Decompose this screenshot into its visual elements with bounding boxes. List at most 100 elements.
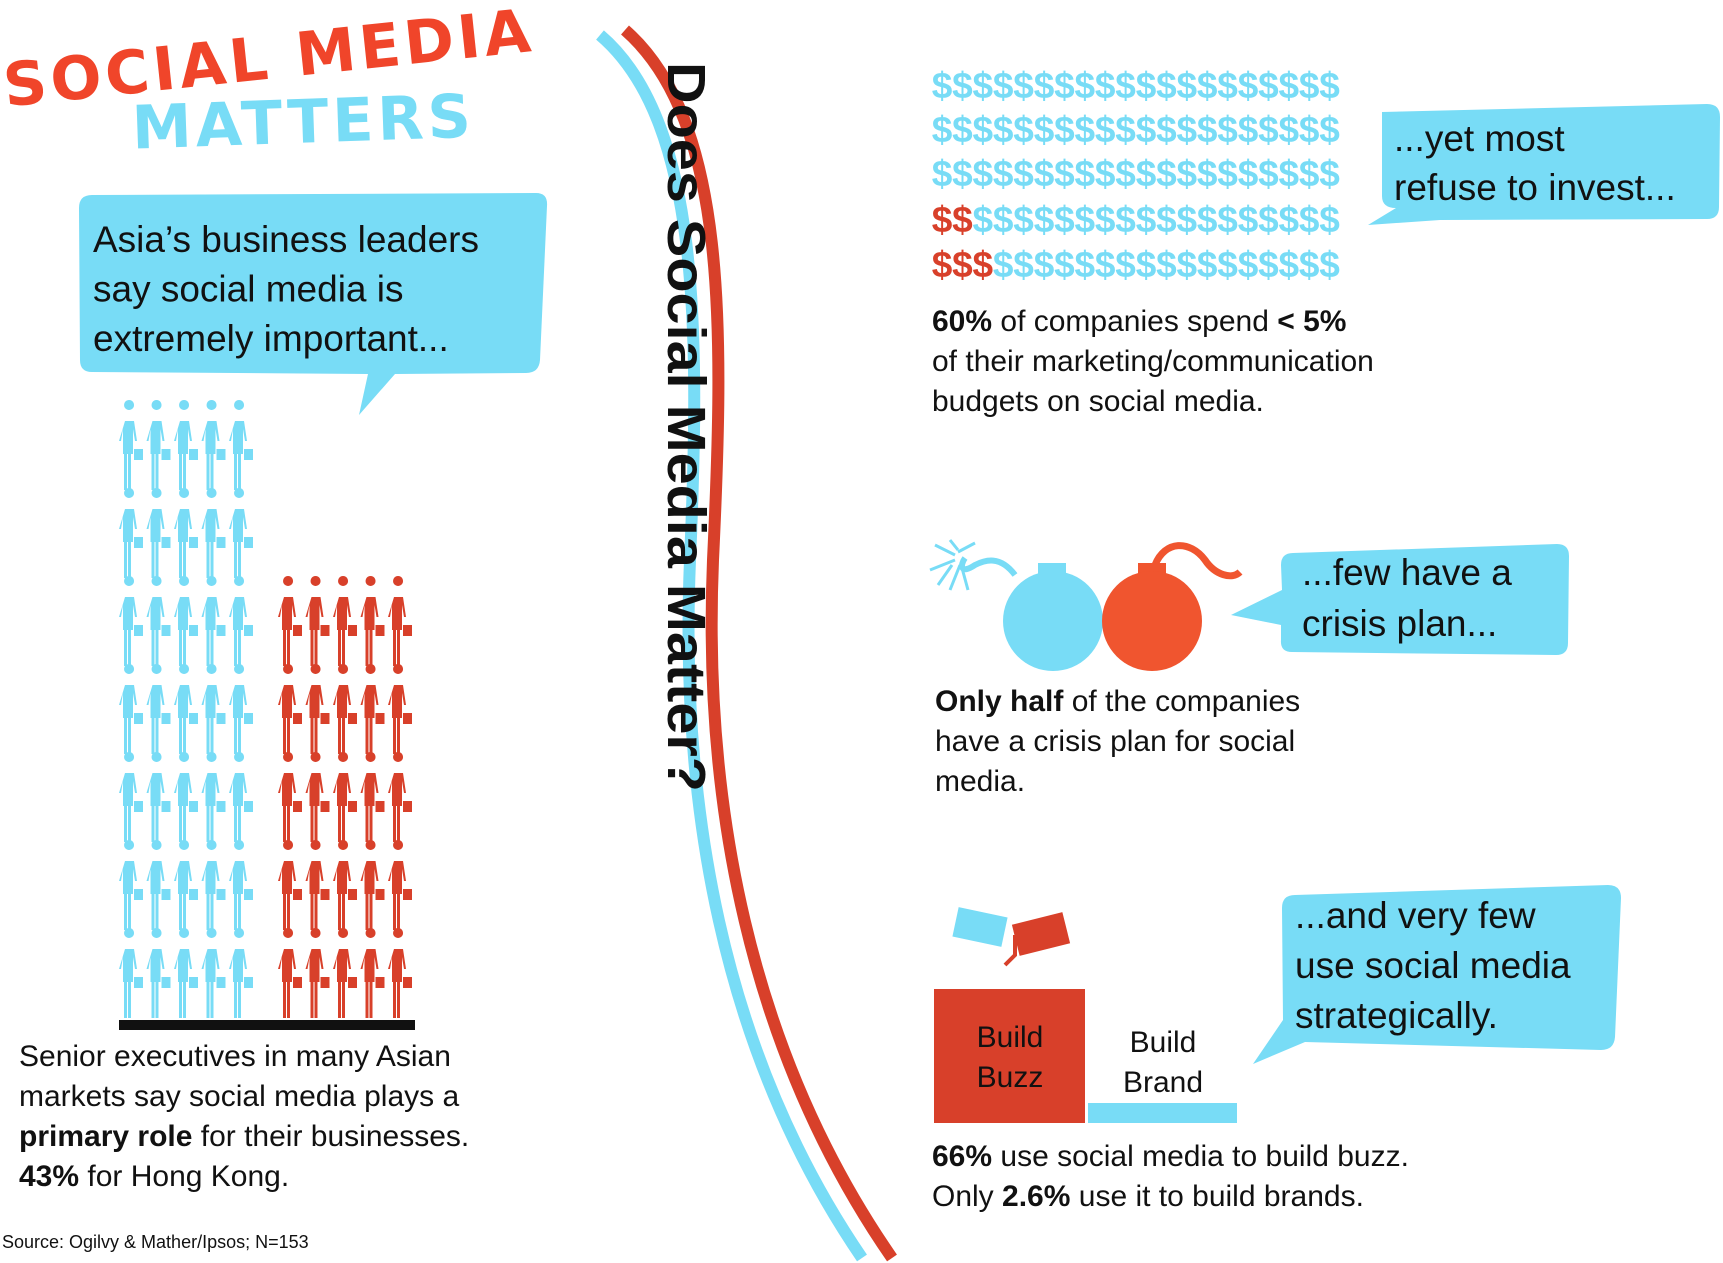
bar-label: Build (977, 1021, 1044, 1054)
person-icon (174, 488, 198, 578)
person-icon (333, 840, 357, 930)
bubble-text: say social media is (93, 268, 404, 309)
person-icon (146, 928, 171, 1018)
person-icon (360, 664, 385, 754)
dollar-icon: $ (1156, 109, 1177, 150)
person-icon (360, 576, 385, 666)
caption-line: budgets on social media. (932, 385, 1264, 418)
speech-bubble (79, 193, 548, 415)
person-icon (305, 664, 330, 754)
text-run: use it to build brands. (1070, 1180, 1364, 1213)
dollar-icon: $ (1013, 65, 1034, 106)
person-icon (360, 752, 385, 842)
dollar-icon: $ (1013, 109, 1034, 150)
bold-text: < 5% (1277, 305, 1346, 338)
dollar-icon: $ (1136, 153, 1157, 194)
caption-line: markets say social media plays a (19, 1080, 459, 1113)
dollar-icon: $ (973, 109, 994, 150)
person-icon (305, 752, 330, 842)
dollar-icon: $ (993, 244, 1014, 285)
caption-line: 66% use social media to build buzz. (932, 1140, 1409, 1173)
bar-label: Buzz (977, 1061, 1044, 1094)
dollar-icon: $ (1054, 153, 1075, 194)
person-icon (229, 488, 253, 578)
person-icon (360, 840, 385, 930)
dollar-icon: $ (1299, 244, 1320, 285)
person-icon (119, 840, 143, 930)
dollar-icon: $ (1197, 65, 1218, 106)
person-icon (174, 576, 198, 666)
baseline (119, 1020, 415, 1030)
person-icon (305, 840, 330, 930)
person-icon (278, 928, 302, 1018)
dollar-icon: $ (1279, 199, 1300, 240)
dollar-icon: $ (973, 65, 994, 106)
dollar-icon: $ (1279, 65, 1300, 106)
person-icon (146, 664, 171, 754)
person-icon (388, 840, 412, 930)
dollar-icon: $ (1136, 244, 1157, 285)
bubble-text: strategically. (1295, 995, 1498, 1036)
text-run: Senior executives in many Asian (19, 1040, 451, 1073)
dollar-icon: $ (1095, 153, 1116, 194)
caption-line: primary role for their businesses. (19, 1120, 469, 1153)
person-icon (229, 664, 253, 754)
dollar-icon: $ (1095, 244, 1116, 285)
text-run: for Hong Kong. (79, 1160, 289, 1193)
swoosh-blue (596, 30, 867, 1262)
dollar-icon: $ (1279, 244, 1300, 285)
dollar-icon: $ (1054, 244, 1075, 285)
dollar-icon: $ (1197, 153, 1218, 194)
dollar-icon: $ (1156, 199, 1177, 240)
dollar-icon: $ (932, 153, 953, 194)
person-icon (146, 752, 171, 842)
dollar-icon: $ (1279, 109, 1300, 150)
bar-buzz (934, 989, 1085, 1123)
dollar-icon: $ (1177, 109, 1198, 150)
dollar-icon: $ (1075, 65, 1096, 106)
person-icon (174, 752, 198, 842)
dollar-icon: $ (1299, 65, 1320, 106)
dollar-icon: $ (1238, 244, 1259, 285)
dollar-icon: $ (1217, 153, 1238, 194)
dollar-icon: $ (1197, 244, 1218, 285)
text-run: budgets on social media. (932, 385, 1264, 418)
dollar-icon: $ (1238, 65, 1259, 106)
dollar-icon: $ (1034, 65, 1055, 106)
dollar-icon: $ (932, 65, 953, 106)
dollar-icon: $ (1054, 65, 1075, 106)
dollar-icon: $ (1319, 244, 1340, 285)
dollar-icon: $ (1177, 244, 1198, 285)
dollar-icon: $ (1136, 109, 1157, 150)
dollar-icon: $ (973, 199, 994, 240)
dollar-icon: $ (1177, 65, 1198, 106)
dollar-icon: $ (1136, 65, 1157, 106)
person-icon (174, 840, 198, 930)
dollar-icon: $ (1217, 65, 1238, 106)
bold-text: 66% (932, 1140, 992, 1173)
bubble-text: ...few have a (1302, 552, 1512, 593)
dollar-icon: $ (1217, 199, 1238, 240)
bold-text: 60% (932, 305, 992, 338)
dollar-icon: $ (1258, 109, 1279, 150)
dollar-icon: $ (993, 153, 1014, 194)
person-icon (388, 928, 412, 1018)
person-icon (388, 752, 412, 842)
bar-icons (952, 907, 1071, 967)
source: Source: Ogilvy & Mather/Ipsos; N=153 (2, 1232, 309, 1252)
dollar-icon: $ (1238, 153, 1259, 194)
dollar-icon: $ (952, 65, 973, 106)
headline: Does Social Media Matter? (656, 62, 716, 792)
text-run: of companies spend (992, 305, 1277, 338)
bar-label: Brand (1123, 1066, 1203, 1099)
dollar-icon: $ (993, 65, 1014, 106)
dollar-icon: $ (1299, 199, 1320, 240)
person-icon (388, 576, 412, 666)
dollar-icon: $ (1258, 65, 1279, 106)
dollar-icon: $ (1095, 109, 1116, 150)
text-run: have a crisis plan for social (935, 725, 1295, 758)
dollar-icon: $ (1258, 153, 1279, 194)
person-icon (201, 928, 226, 1018)
person-icon (201, 400, 226, 490)
